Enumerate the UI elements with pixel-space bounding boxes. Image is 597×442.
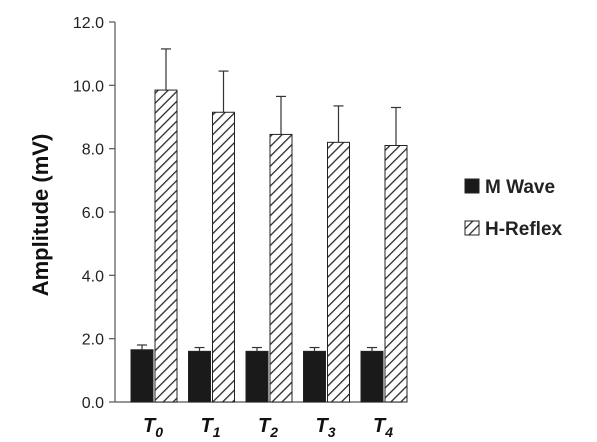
x-tick-label: T0 xyxy=(143,415,163,440)
bar-h-reflex xyxy=(212,111,235,403)
bar-m-wave xyxy=(303,350,326,403)
bar-m-wave xyxy=(360,350,384,403)
y-tick-label: 4.0 xyxy=(82,268,104,285)
y-tick-label: 10.0 xyxy=(73,78,104,95)
legend: M Wave H-Reflex xyxy=(464,177,563,240)
legend-label-m-wave: M Wave xyxy=(485,177,555,198)
legend-swatch-h-reflex xyxy=(464,220,480,236)
bar-h-reflex xyxy=(154,89,178,403)
y-tick-label: 0.0 xyxy=(82,395,104,412)
y-tick-label: 12.0 xyxy=(73,15,104,32)
y-tick-label: 2.0 xyxy=(82,332,104,349)
bar-h-reflex xyxy=(327,141,350,403)
legend-label-h-reflex: H-Reflex xyxy=(485,219,563,240)
y-axis-label: Amplitude (mV) xyxy=(28,134,53,297)
bar-m-wave xyxy=(188,350,211,403)
plot-area: 0.0 2.0 4.0 6.0 8.0 10.0 12.0 T0 T1 T2 T3 T4 xyxy=(73,15,408,440)
x-tick-label: T4 xyxy=(373,415,393,440)
bar-m-wave xyxy=(245,350,269,403)
y-tick-label: 8.0 xyxy=(82,142,104,159)
legend-swatch-m-wave xyxy=(464,178,480,194)
y-tick-label: 6.0 xyxy=(82,205,104,222)
bar-h-reflex xyxy=(384,145,408,403)
x-tick-label: T3 xyxy=(315,415,335,440)
x-tick-label: T2 xyxy=(258,415,278,440)
bar-h-reflex xyxy=(269,133,293,403)
x-tick-label: T1 xyxy=(200,415,220,440)
bar-m-wave xyxy=(130,349,154,403)
